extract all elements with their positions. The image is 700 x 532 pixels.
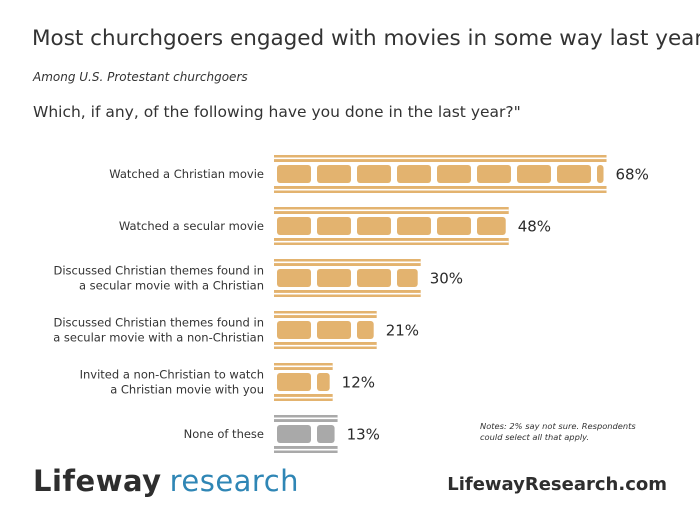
category-label-1-line-0: Watched a secular movie <box>119 219 264 233</box>
category-label-2-line-1: a secular movie with a Christian <box>79 279 264 293</box>
bar-1-frame-5 <box>477 217 506 235</box>
lifeway-research-logo: Lifeway research <box>33 464 299 498</box>
bar-2-frame-3 <box>397 269 418 287</box>
bar-4-frame-1 <box>317 373 330 391</box>
bar-0-frame-2 <box>357 165 391 183</box>
bar-0-top-perforation <box>274 157 607 160</box>
bar-1-top-perforation <box>274 209 509 212</box>
bar-1-frame-0 <box>277 217 311 235</box>
bar-2-frame-2 <box>357 269 391 287</box>
chart-title: Most churchgoers engaged with movies in … <box>32 26 700 51</box>
category-label-5-line-0: None of these <box>184 427 264 441</box>
bar-5-bottom-perforation <box>274 448 338 451</box>
bar-0-frame-3 <box>397 165 431 183</box>
category-label-4-line-1: a Christian movie with you <box>110 383 264 397</box>
bar-0-frame-8 <box>597 165 604 183</box>
value-label-1: 48% <box>518 218 551 236</box>
bar-5-frame-1 <box>317 425 335 443</box>
bar-0-frame-7 <box>557 165 591 183</box>
bar-chart: 68% Watched a Christian movie 48% Watched a… <box>53 155 649 453</box>
bar-2-frame-1 <box>317 269 351 287</box>
bar-3-frame-1 <box>317 321 351 339</box>
website-link[interactable]: LifewayResearch.com <box>447 474 667 495</box>
bar-3-bottom-perforation <box>274 344 377 347</box>
bar-1-frame-1 <box>317 217 351 235</box>
logo-text-research: research <box>169 464 300 498</box>
value-label-4: 12% <box>342 374 375 392</box>
bar-3-frame-2 <box>357 321 374 339</box>
bar-5-frame-0 <box>277 425 311 443</box>
bar-3-frame-0 <box>277 321 311 339</box>
bar-3-top-perforation <box>274 313 377 316</box>
bar-2-top-perforation <box>274 261 421 264</box>
bar-0-frame-5 <box>477 165 511 183</box>
category-label-3-line-0: Discussed Christian themes found in <box>54 316 265 330</box>
bar-5-top-perforation <box>274 417 338 420</box>
bar-0-frame-1 <box>317 165 351 183</box>
bar-0-frame-4 <box>437 165 471 183</box>
chart-notes: Notes: 2% say not sure. Respondents coul… <box>480 421 636 442</box>
value-label-0: 68% <box>616 166 649 184</box>
bar-4-bottom-perforation <box>274 396 333 399</box>
value-label-2: 30% <box>430 270 463 288</box>
bar-2-frame-0 <box>277 269 311 287</box>
bar-1-bottom-perforation <box>274 240 509 243</box>
bar-1-frame-2 <box>357 217 391 235</box>
chart-subtitle: Among U.S. Protestant churchgoers <box>33 70 248 84</box>
bar-0-frame-6 <box>517 165 551 183</box>
category-label-2-line-0: Discussed Christian themes found in <box>54 264 265 278</box>
value-label-5: 13% <box>347 426 380 444</box>
bar-0-frame-0 <box>277 165 311 183</box>
bar-4-top-perforation <box>274 365 333 368</box>
value-label-3: 21% <box>386 322 419 340</box>
logo-text-lifeway: Lifeway <box>33 464 162 498</box>
bar-4-frame-0 <box>277 373 311 391</box>
category-label-4-line-0: Invited a non-Christian to watch <box>80 368 264 382</box>
survey-question: Which, if any, of the following have you… <box>33 103 521 121</box>
bar-2-bottom-perforation <box>274 292 421 295</box>
bar-1-frame-3 <box>397 217 431 235</box>
bar-0-bottom-perforation <box>274 188 607 191</box>
bar-1-frame-4 <box>437 217 471 235</box>
category-label-0-line-0: Watched a Christian movie <box>109 167 264 181</box>
category-label-3-line-1: a secular movie with a non-Christian <box>53 331 264 345</box>
